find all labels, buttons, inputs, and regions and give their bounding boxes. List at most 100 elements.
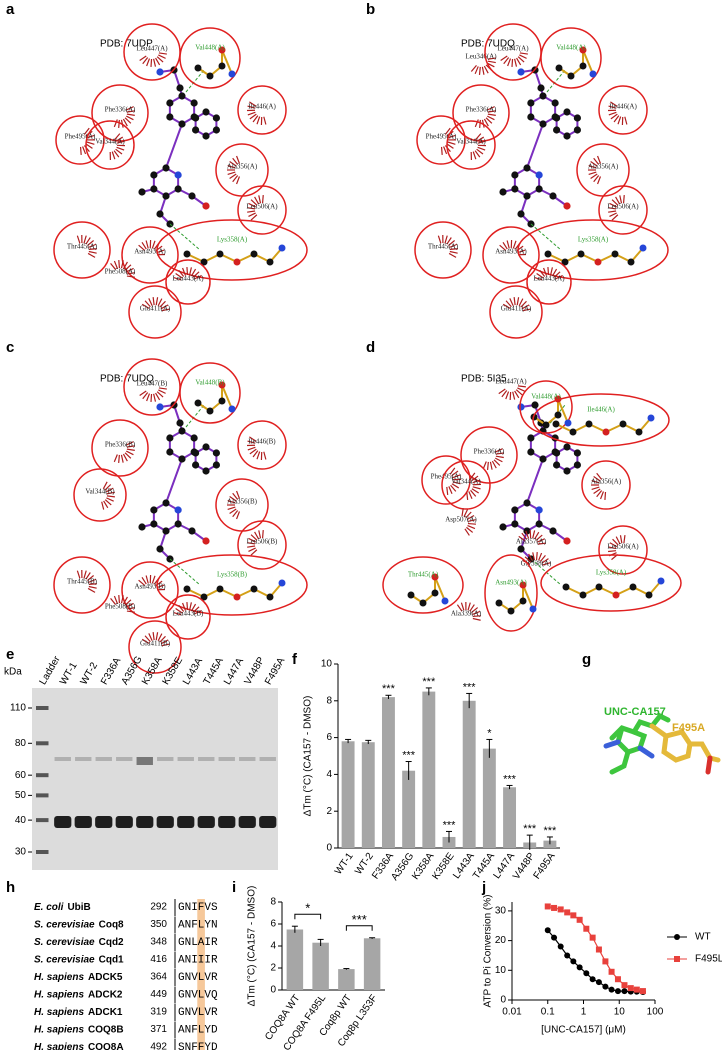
hydrophobic-spoke (522, 308, 531, 312)
hydrophobic-spoke (593, 157, 600, 165)
y-tick-label: 8 (270, 897, 276, 908)
residue-atom (567, 72, 575, 80)
ligand-atom (527, 434, 535, 442)
residue-atom (250, 585, 258, 593)
residue-label: Asn493(A) (495, 248, 527, 256)
hydrophobic-spoke (597, 176, 602, 185)
hydrophobic-spoke (596, 472, 603, 480)
residue-atom (206, 72, 214, 80)
hydrophobic-spoke (534, 531, 540, 540)
organism: H. sapiens (34, 972, 84, 983)
hydrophobic-spoke (118, 119, 120, 128)
data-point (614, 976, 621, 983)
hydrophobic-spoke (466, 526, 474, 533)
ligand-atom (517, 68, 525, 76)
residue-atom (562, 583, 570, 591)
residue-label: Phe336(B) (105, 441, 136, 449)
hydrophobic-spoke (114, 133, 121, 141)
residue-label: Asn493(B) (134, 583, 166, 591)
data-point (627, 985, 634, 992)
residue-atom (431, 589, 439, 597)
hydrophobic-spoke (141, 303, 150, 309)
hydrophobic-spoke (232, 175, 239, 183)
significance-label: *** (382, 683, 396, 695)
hydrophobic-spoke (106, 497, 114, 502)
marker-label: 110 (10, 703, 26, 714)
protein-band (259, 816, 277, 828)
hydrophobic-spoke (498, 388, 506, 395)
residue-outline (91, 84, 149, 142)
residue-atom (552, 420, 560, 428)
residue-label: Thr445(A) (428, 243, 459, 251)
ligand-atom (176, 84, 184, 92)
ligand-atom (156, 403, 164, 411)
residue-atom (579, 591, 587, 599)
ladder-band (36, 818, 49, 823)
hydrophobic-spoke (593, 175, 600, 183)
residue-outline (179, 27, 241, 89)
data-point (608, 968, 615, 975)
ligand-atom (162, 192, 170, 200)
hydrophobic-spoke (247, 542, 256, 545)
ligand-atom (192, 461, 200, 469)
ligand-atom (539, 455, 547, 463)
hydrophobic-spoke (482, 461, 487, 470)
hydrophobic-spoke (588, 164, 597, 169)
hydrophobic-spoke (491, 460, 497, 469)
residue-outline (237, 420, 287, 470)
hydrophobic-spoke (250, 549, 258, 556)
hydrophobic-spoke (623, 535, 626, 544)
residue-label: Ala356(A) (588, 163, 619, 171)
residue-atom (206, 407, 214, 415)
significance-bracket (345, 925, 373, 931)
ligand-atom (178, 427, 186, 435)
hydrophobic-spoke (472, 486, 481, 490)
residue-label: Leu506(A) (246, 203, 278, 211)
hydrophobic-spoke (449, 243, 458, 248)
hydrophobic-spoke (591, 486, 600, 490)
residue-label: Glu411(A) (140, 305, 171, 313)
residue-atom (612, 591, 620, 599)
hydrophobic-spoke (104, 499, 112, 506)
hydrophobic-spoke (472, 617, 481, 621)
panel-label: e (6, 646, 14, 663)
hydrophobic-spoke (141, 576, 147, 585)
hydrophobic-spoke (478, 66, 481, 75)
residue-atom (278, 579, 286, 587)
highlight (197, 951, 205, 969)
ligand-atom (511, 171, 519, 179)
residue-atom (589, 70, 597, 78)
significance-label: *** (402, 749, 416, 761)
hydrophobic-spoke (191, 268, 197, 277)
hydrophobic-spoke (588, 171, 597, 176)
y-axis-label: ATP to Pi Conversion (%) (483, 894, 494, 1007)
hbond-line (546, 69, 566, 93)
highlight (197, 1004, 205, 1022)
hydrophobic-spoke (247, 545, 256, 548)
x-tick-label: 1 (581, 1007, 587, 1018)
protein: Coq8 (99, 919, 124, 930)
hydrophobic-spoke (503, 57, 510, 65)
hydrophobic-spoke (476, 148, 484, 155)
hydrophobic-spoke (236, 511, 241, 520)
ligand-atom (174, 520, 182, 528)
residue-atom (577, 250, 585, 258)
significance-label: * (487, 727, 492, 739)
hydrophobic-spoke (189, 602, 192, 611)
hydrophobic-spoke (126, 602, 134, 608)
hydrophobic-spoke (250, 199, 258, 206)
hydrophobic-spoke (148, 298, 153, 306)
panel-label: f (292, 651, 298, 668)
hydrophobic-spoke (461, 508, 464, 517)
hydrophobic-spoke (517, 56, 525, 63)
residue-atom (216, 585, 224, 593)
hydrophobic-spoke (615, 196, 621, 205)
hydrophobic-spoke (141, 241, 147, 250)
residue-label: Leu506(B) (247, 538, 278, 546)
hydrophobic-spoke (118, 454, 120, 463)
hydrophobic-spoke (113, 454, 118, 463)
hydrophobic-spoke (517, 385, 526, 388)
residue-label: Glu411(A) (501, 305, 532, 313)
protein-band (136, 757, 153, 765)
residue-atom (555, 64, 563, 72)
